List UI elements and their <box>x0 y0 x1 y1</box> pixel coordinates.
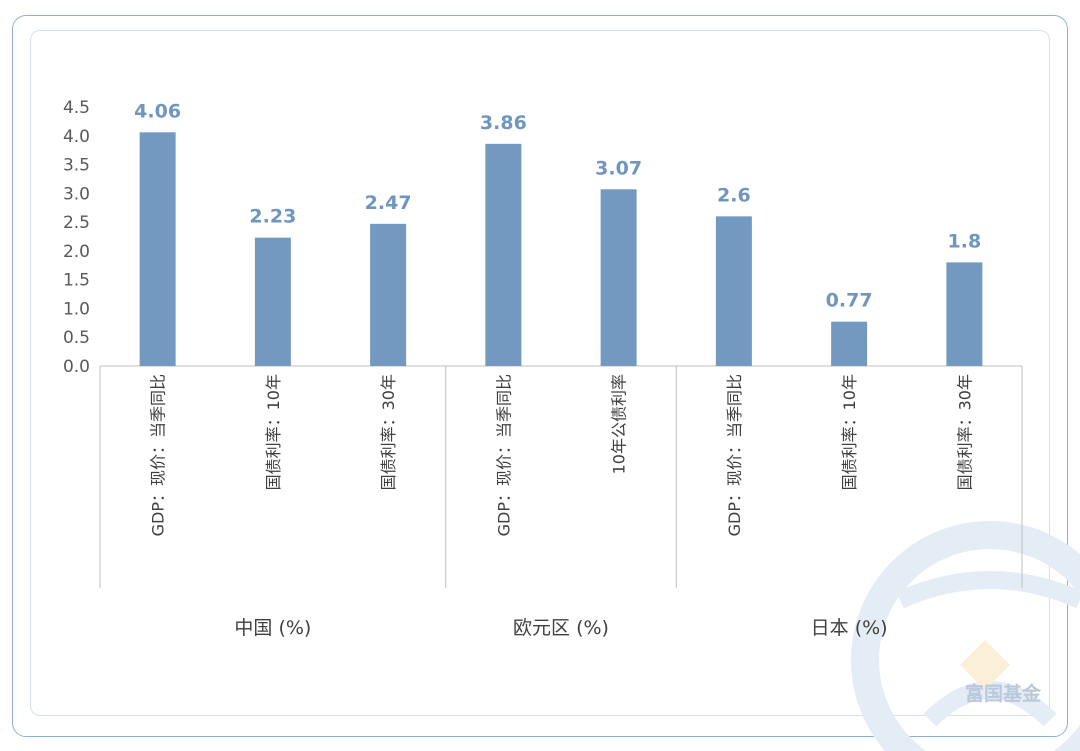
y-tick-label: 4.5 <box>63 98 90 118</box>
data-label: 1.8 <box>948 230 982 252</box>
group-label: 欧元区 (%) <box>513 617 609 639</box>
bar <box>715 216 752 366</box>
y-tick-label: 4.0 <box>63 127 90 147</box>
category-label: 国债利率：10年 <box>264 374 283 490</box>
category-label: 国债利率：10年 <box>840 374 859 490</box>
data-label: 0.77 <box>826 290 873 312</box>
bar <box>370 223 407 366</box>
watermark: 富国基金 <box>851 521 1080 751</box>
y-tick-label: 0.0 <box>63 357 90 377</box>
category-label: GDP：现价：当季同比 <box>725 374 744 536</box>
y-tick-label: 0.5 <box>63 328 90 348</box>
data-label: 2.6 <box>717 184 751 206</box>
category-label: 国债利率：30年 <box>955 374 974 490</box>
fund-logo-icon <box>851 521 1080 751</box>
data-label: 3.07 <box>595 157 642 179</box>
y-tick-label: 3.5 <box>63 156 90 176</box>
bar <box>831 321 868 366</box>
data-label: 3.86 <box>480 112 527 134</box>
group-label: 中国 (%) <box>234 617 311 639</box>
data-label: 2.23 <box>249 206 296 228</box>
data-label: 2.47 <box>365 192 412 214</box>
category-label: GDP：现价：当季同比 <box>149 374 168 536</box>
category-label: 10年公债利率 <box>610 374 629 474</box>
chart-frame <box>12 15 1068 737</box>
y-tick-label: 2.5 <box>63 213 90 233</box>
data-label: 4.06 <box>134 100 181 122</box>
y-tick-label: 1.0 <box>63 299 90 319</box>
y-tick-label: 1.5 <box>63 271 90 291</box>
chart-panel <box>30 30 1050 716</box>
bar <box>600 189 637 366</box>
bar <box>254 237 291 366</box>
category-label: GDP：现价：当季同比 <box>494 374 513 536</box>
watermark-text: 富国基金 <box>965 682 1042 705</box>
bar <box>485 143 522 366</box>
group-label: 日本 (%) <box>811 617 888 639</box>
category-label: 国债利率：30年 <box>379 374 398 490</box>
y-tick-label: 3.0 <box>63 184 90 204</box>
bar <box>946 262 983 366</box>
y-tick-label: 2.0 <box>63 242 90 262</box>
bar <box>139 132 176 366</box>
